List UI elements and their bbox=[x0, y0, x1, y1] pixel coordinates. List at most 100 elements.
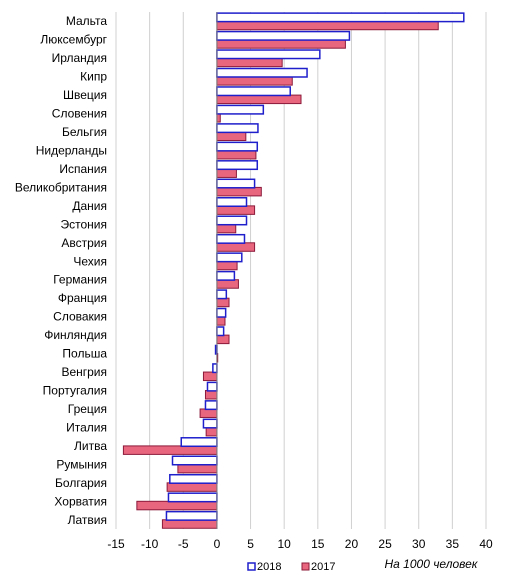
bar-2018 bbox=[216, 12, 465, 23]
bar-2017 bbox=[216, 20, 439, 31]
bar-2018 bbox=[216, 270, 236, 281]
bar-2018 bbox=[216, 49, 321, 60]
bar-2018 bbox=[216, 178, 256, 189]
category-label: Венгрия bbox=[61, 365, 107, 379]
category-label: Словакия bbox=[53, 310, 107, 324]
bar-2017 bbox=[216, 316, 226, 326]
bar-2017 bbox=[216, 149, 257, 160]
x-tick-label: 35 bbox=[446, 537, 460, 551]
bar-2017 bbox=[216, 39, 346, 49]
bar-2018 bbox=[212, 363, 218, 374]
bar-2017 bbox=[216, 186, 262, 197]
category-label: Греция bbox=[68, 402, 107, 416]
x-tick-label: 10 bbox=[278, 537, 292, 551]
x-tick-label: 15 bbox=[311, 537, 325, 551]
bar-2017 bbox=[202, 371, 218, 382]
x-tick-labels: -15 -10 -5 0 5 10 15 20 25 30 35 40 bbox=[107, 537, 493, 551]
category-label: Австрия bbox=[61, 236, 107, 250]
x-tick-label: -10 bbox=[141, 537, 159, 551]
category-label: Люксембург bbox=[40, 33, 107, 47]
x-tick-label: 25 bbox=[378, 537, 392, 551]
category-label: Мальта bbox=[66, 14, 107, 28]
bar-2017 bbox=[216, 297, 230, 308]
bar-2017 bbox=[216, 279, 239, 289]
bar-2017 bbox=[216, 260, 238, 271]
category-label: Нидерланды bbox=[36, 143, 107, 157]
bar-2018 bbox=[216, 104, 265, 115]
category-label: Германия bbox=[53, 273, 107, 287]
bar-2018 bbox=[216, 86, 291, 97]
category-label: Болгария bbox=[55, 476, 107, 490]
category-label: Хорватия bbox=[54, 494, 107, 508]
bar-2018 bbox=[216, 30, 351, 41]
bar-2018 bbox=[216, 252, 243, 263]
x-tick-label: -5 bbox=[178, 537, 189, 551]
bar-2017 bbox=[216, 205, 256, 215]
category-label: Финляндия bbox=[44, 328, 107, 342]
category-label: Польша bbox=[62, 347, 107, 361]
legend-swatch-2017 bbox=[301, 562, 310, 571]
bar-2017 bbox=[205, 426, 218, 437]
bar-2017 bbox=[177, 463, 218, 474]
bar-2018 bbox=[171, 455, 218, 466]
bar-2017 bbox=[166, 482, 218, 492]
bar-2018 bbox=[216, 197, 248, 207]
category-label: Ирландия bbox=[52, 51, 107, 65]
bar-2018 bbox=[216, 123, 259, 134]
bar-2017 bbox=[216, 168, 237, 178]
category-labels: Мальта Люксембург Ирландия Кипр Швеция Словен… bbox=[15, 14, 108, 527]
bar-2017 bbox=[216, 242, 256, 252]
bar-2017 bbox=[216, 76, 293, 86]
bar-2018 bbox=[167, 492, 218, 503]
bar-2018 bbox=[180, 437, 218, 448]
category-label: Португалия bbox=[43, 384, 107, 398]
x-tick-label: 20 bbox=[345, 537, 359, 551]
category-label: Италия bbox=[66, 420, 107, 434]
category-label: Кипр bbox=[80, 70, 107, 84]
x-tick-label: 30 bbox=[412, 537, 426, 551]
category-label: Бельгия bbox=[62, 125, 107, 139]
bar-2018 bbox=[165, 510, 218, 521]
bar-2017 bbox=[199, 408, 218, 418]
bar-2017 bbox=[216, 57, 283, 68]
bar-2018 bbox=[216, 307, 227, 318]
category-label: Эстония bbox=[61, 217, 108, 231]
bar-2017 bbox=[204, 390, 218, 400]
bar-2017 bbox=[216, 334, 230, 345]
category-label: Румыния bbox=[56, 457, 107, 471]
x-axis-label: На 1000 человек bbox=[385, 557, 479, 571]
legend-label-2017: 2017 bbox=[311, 561, 335, 573]
legend-label-2018: 2018 bbox=[257, 561, 281, 573]
legend-swatch-2018 bbox=[247, 562, 256, 571]
category-label: Дания bbox=[72, 199, 107, 213]
bars bbox=[122, 12, 465, 529]
bar-2018 bbox=[216, 141, 259, 152]
category-label: Чехия bbox=[73, 254, 107, 268]
bar-2017 bbox=[216, 113, 221, 123]
bar-2017 bbox=[122, 445, 218, 455]
bar-2017 bbox=[216, 223, 237, 234]
bar-2018 bbox=[216, 326, 225, 337]
bar-2017 bbox=[161, 519, 218, 529]
category-label: Латвия bbox=[68, 513, 107, 527]
x-tick-label: 0 bbox=[214, 537, 221, 551]
x-tick-label: 5 bbox=[247, 537, 254, 551]
bar-2018 bbox=[216, 215, 248, 226]
bar-2018 bbox=[216, 160, 259, 171]
category-label: Швеция bbox=[63, 88, 107, 102]
legend: 2018 2017 bbox=[247, 561, 335, 573]
bar-2018 bbox=[204, 400, 218, 411]
bar-2018 bbox=[206, 381, 218, 392]
bar-2018 bbox=[169, 473, 218, 484]
bar-2017 bbox=[216, 131, 247, 142]
category-label: Великобритания bbox=[15, 180, 107, 194]
category-label: Литва bbox=[74, 439, 107, 453]
x-tick-label: -15 bbox=[107, 537, 125, 551]
bar-2017 bbox=[216, 94, 302, 105]
bar-2018 bbox=[216, 233, 246, 244]
bar-2018 bbox=[216, 289, 228, 300]
bar-2018 bbox=[202, 418, 218, 429]
category-label: Испания bbox=[59, 162, 107, 176]
x-tick-label: 40 bbox=[479, 537, 493, 551]
